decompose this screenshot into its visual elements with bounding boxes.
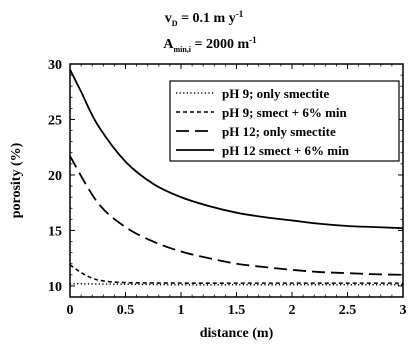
y-tick-label: 25: [48, 113, 62, 128]
x-tick-label: 2.5: [339, 303, 357, 318]
series-line-2: [69, 264, 403, 284]
x-tick-label: 1: [178, 303, 185, 318]
legend-label: pH 9; only smectite: [222, 86, 329, 101]
legend-box: [169, 80, 400, 162]
y-tick-label: 20: [48, 169, 62, 184]
chart-title: vD = 0.1 m y-1 Amin,i = 2000 m-1: [163, 9, 257, 54]
series-line-3: [69, 155, 404, 276]
y-tick-label: 30: [48, 58, 62, 73]
y-tick-label: 15: [48, 224, 62, 239]
chart-title-line1: vD = 0.1 m y-1: [165, 9, 244, 28]
axis-ticks: 0 0.5 1 1.5 2 2.5 3 10 15 20 25 30: [48, 58, 407, 318]
y-axis-label: porosity (%): [9, 142, 24, 218]
y-tick-label: 10: [48, 280, 62, 295]
series-line-4: [69, 69, 404, 230]
chart-title-line2: Amin,i = 2000 m-1: [163, 35, 257, 54]
legend-label: pH 12; only smectite: [222, 124, 336, 139]
legend-label: pH 12 smect + 6% min: [222, 143, 350, 158]
series-lines: [69, 69, 404, 286]
x-tick-label: 1.5: [228, 303, 246, 318]
series-line-1: [69, 282, 403, 286]
legend-label: pH 9; smect + 6% min: [222, 105, 348, 120]
x-tick-label: 2: [289, 303, 296, 318]
legend: pH 9; only smectite pH 9; smect + 6% min p…: [169, 80, 400, 162]
x-tick-label: 0.5: [117, 303, 135, 318]
x-axis-label: distance (m): [200, 326, 274, 341]
x-tick-label: 0: [67, 303, 74, 318]
x-tick-label: 3: [400, 303, 407, 318]
